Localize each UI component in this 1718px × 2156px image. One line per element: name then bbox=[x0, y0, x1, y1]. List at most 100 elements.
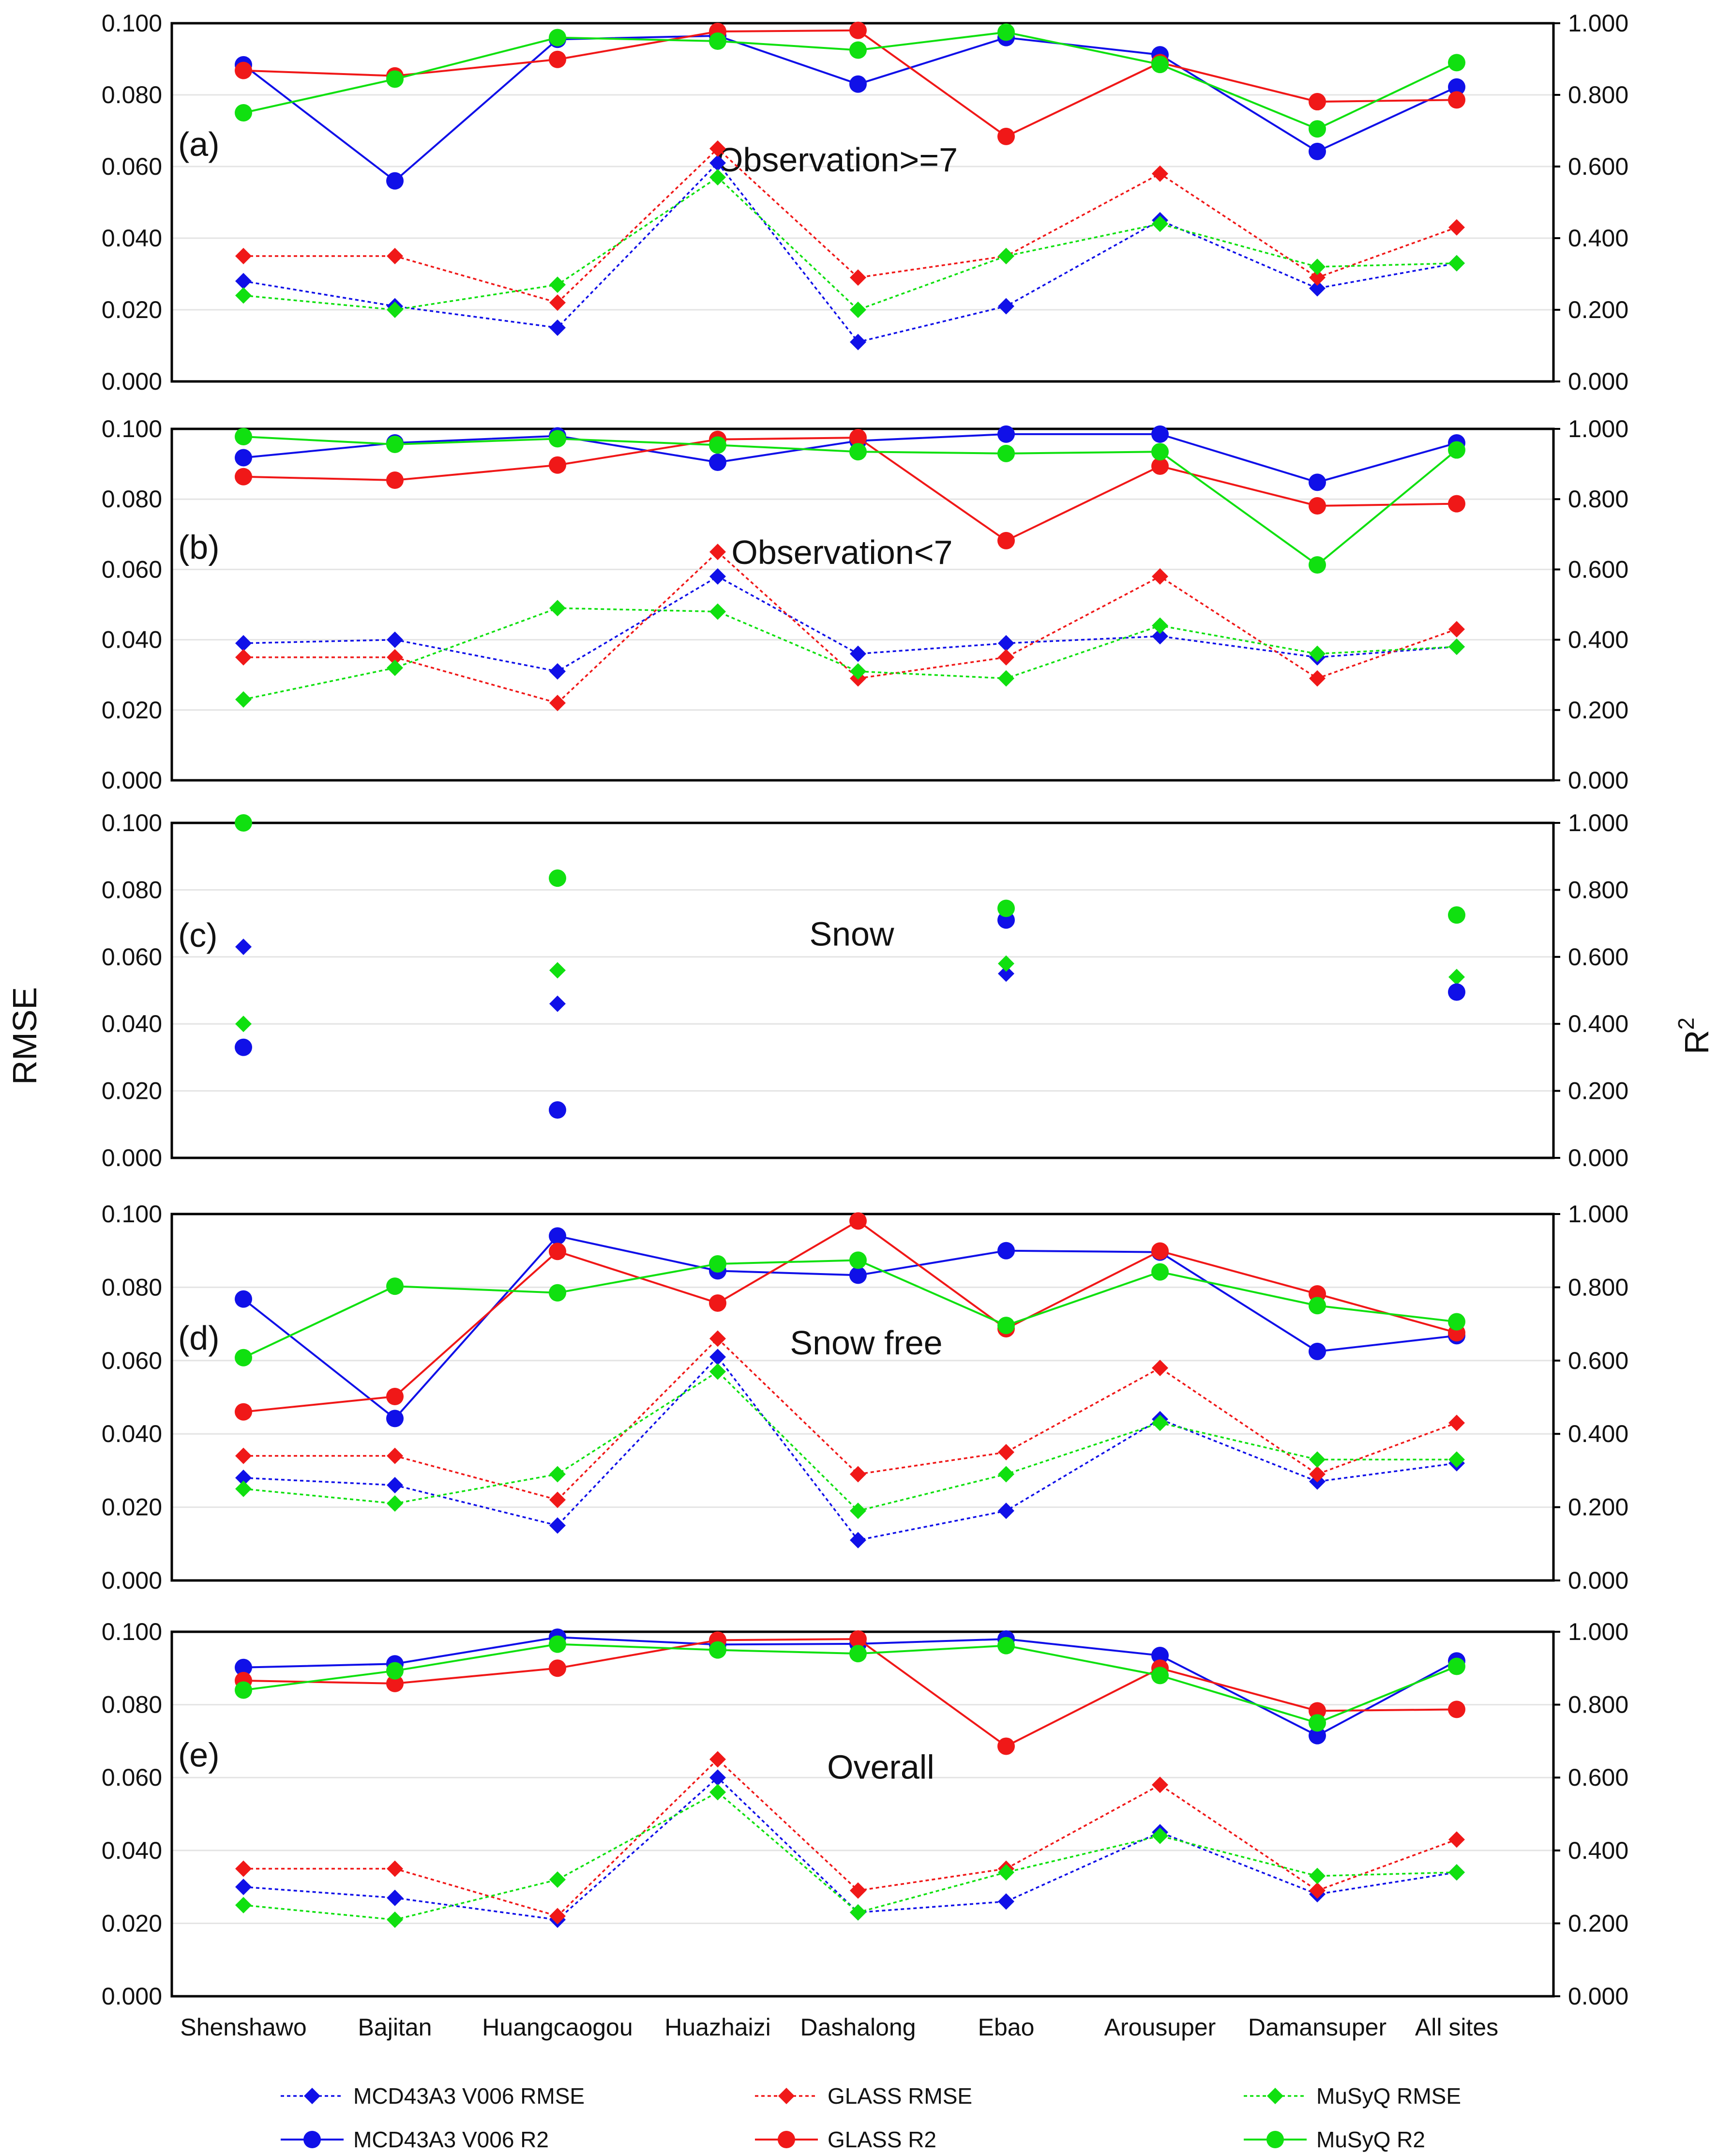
panel-label: (d) bbox=[178, 1319, 220, 1357]
rmse-point-mcd bbox=[850, 645, 866, 662]
rmse-point-glass bbox=[1448, 219, 1465, 236]
rmse-point-mcd bbox=[235, 1879, 252, 1896]
r2-point-mcd bbox=[849, 1266, 867, 1284]
r2-point-musyq bbox=[386, 1277, 404, 1295]
r2-point-musyq bbox=[997, 899, 1015, 917]
rmse-point-mcd bbox=[387, 1477, 403, 1494]
y-tick-right: 0.000 bbox=[1568, 368, 1628, 395]
rmse-point-glass bbox=[387, 248, 403, 264]
r2-point-musyq bbox=[549, 430, 566, 448]
r2-point-glass bbox=[1448, 495, 1465, 513]
y-axis-right-title-sup: 2 bbox=[1673, 1017, 1699, 1030]
y-tick-right: 0.200 bbox=[1568, 1078, 1628, 1105]
r2-point-mcd bbox=[1448, 78, 1465, 96]
y-tick-left: 0.060 bbox=[102, 153, 162, 180]
y-tick-right: 0.800 bbox=[1568, 486, 1628, 513]
r2-point-musyq bbox=[1151, 443, 1169, 461]
panel-label: (e) bbox=[178, 1736, 220, 1774]
r2-point-musyq bbox=[1309, 1297, 1326, 1315]
panel-title: Overall bbox=[827, 1748, 934, 1786]
rmse-point-glass bbox=[1309, 670, 1326, 687]
r2-point-glass bbox=[1151, 1242, 1169, 1260]
r2-point-musyq bbox=[235, 427, 252, 445]
rmse-point-glass bbox=[235, 1447, 252, 1464]
x-tick-label: Dashalong bbox=[800, 2014, 916, 2041]
r2-point-glass bbox=[849, 1212, 867, 1230]
rmse-point-mcd bbox=[998, 965, 1014, 982]
r2-point-musyq bbox=[1448, 1313, 1465, 1331]
rmse-point-mcd bbox=[850, 1532, 866, 1549]
r2-point-mcd bbox=[849, 75, 867, 93]
y-tick-right: 1.000 bbox=[1568, 1618, 1628, 1645]
r2-point-glass bbox=[849, 21, 867, 39]
rmse-point-musyq bbox=[1309, 645, 1326, 662]
r2-point-musyq bbox=[1151, 56, 1169, 74]
y-tick-left: 0.020 bbox=[102, 1078, 162, 1105]
r2-point-mcd bbox=[235, 449, 252, 467]
y-tick-right: 0.800 bbox=[1568, 1691, 1628, 1718]
rmse-point-mcd bbox=[709, 1349, 726, 1366]
rmse-point-musyq bbox=[387, 1495, 403, 1512]
rmse-point-mcd bbox=[549, 1517, 566, 1534]
panel-e: 0.000 0.000 0.020 0.200 0.040 0.400 0.060 0.600… bbox=[102, 1618, 1628, 2010]
rmse-point-glass bbox=[235, 248, 252, 264]
rmse-point-glass bbox=[1309, 1882, 1326, 1899]
r2-point-musyq bbox=[997, 444, 1015, 462]
rmse-point-glass bbox=[998, 1444, 1014, 1461]
r2-point-mcd bbox=[549, 1101, 566, 1119]
x-axis-categories: Shenshawo Bajitan Huangcaogou Huazhaizi Dash… bbox=[180, 2014, 1498, 2041]
rmse-point-glass bbox=[235, 649, 252, 666]
rmse-line-musyq bbox=[243, 607, 1457, 700]
rmse-point-musyq bbox=[549, 1871, 566, 1888]
y-tick-left: 0.040 bbox=[102, 1010, 162, 1037]
r2-point-glass bbox=[386, 1387, 404, 1405]
panel-title: Snow bbox=[809, 915, 894, 953]
y-tick-right: 1.000 bbox=[1568, 809, 1628, 836]
r2-point-glass bbox=[997, 531, 1015, 549]
legend-label: MCD43A3 V006 R2 bbox=[353, 2127, 549, 2152]
r2-point-mcd bbox=[1309, 1342, 1326, 1360]
y-tick-left: 0.060 bbox=[102, 556, 162, 583]
legend-swatch-diamond bbox=[778, 2088, 795, 2104]
rmse-point-glass bbox=[235, 1860, 252, 1877]
x-tick-label: Bajitan bbox=[358, 2014, 432, 2041]
rmse-point-musyq bbox=[1448, 1451, 1465, 1468]
r2-point-glass bbox=[549, 456, 566, 474]
r2-point-musyq bbox=[235, 1681, 252, 1699]
legend-swatch-circle bbox=[303, 2131, 321, 2148]
rmse-point-mcd bbox=[998, 635, 1014, 652]
rmse-point-glass bbox=[387, 1447, 403, 1464]
rmse-point-glass bbox=[549, 1908, 566, 1925]
r2-point-glass bbox=[549, 50, 566, 68]
y-tick-left: 0.080 bbox=[102, 486, 162, 513]
rmse-point-musyq bbox=[998, 1466, 1014, 1483]
rmse-point-musyq bbox=[1152, 1827, 1168, 1844]
y-tick-left: 0.080 bbox=[102, 876, 162, 903]
y-tick-right: 0.400 bbox=[1568, 626, 1628, 653]
r2-point-musyq bbox=[235, 814, 252, 832]
panel-c: 0.000 0.000 0.020 0.200 0.040 0.400 0.060 0.600… bbox=[102, 809, 1628, 1171]
y-tick-left: 0.060 bbox=[102, 1347, 162, 1374]
r2-point-musyq bbox=[1309, 556, 1326, 574]
rmse-point-mcd bbox=[998, 1893, 1014, 1910]
y-tick-right: 1.000 bbox=[1568, 1200, 1628, 1228]
rmse-point-mcd bbox=[709, 568, 726, 585]
legend-swatch-circle bbox=[1266, 2131, 1284, 2148]
r2-point-glass bbox=[997, 1737, 1015, 1755]
rmse-point-musyq bbox=[1309, 258, 1326, 275]
y-tick-left: 0.040 bbox=[102, 1420, 162, 1447]
y-tick-right: 0.800 bbox=[1568, 81, 1628, 108]
rmse-point-musyq bbox=[709, 169, 726, 186]
r2-point-musyq bbox=[709, 32, 726, 50]
r2-point-musyq bbox=[386, 70, 404, 88]
r2-point-musyq bbox=[849, 1645, 867, 1663]
rmse-point-glass bbox=[387, 1860, 403, 1877]
r2-point-musyq bbox=[1151, 1263, 1169, 1281]
rmse-point-musyq bbox=[549, 600, 566, 617]
rmse-point-musyq bbox=[235, 1480, 252, 1497]
rmse-point-musyq bbox=[709, 603, 726, 620]
r2-point-musyq bbox=[549, 869, 566, 887]
y-tick-left: 0.000 bbox=[102, 1567, 162, 1594]
x-tick-label: All sites bbox=[1415, 2014, 1498, 2041]
y-axis-left-title: RMSE bbox=[6, 987, 44, 1085]
